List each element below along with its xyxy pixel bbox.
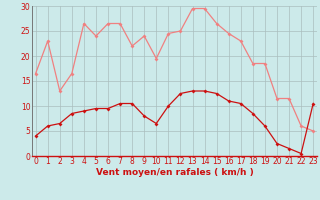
- X-axis label: Vent moyen/en rafales ( km/h ): Vent moyen/en rafales ( km/h ): [96, 168, 253, 177]
